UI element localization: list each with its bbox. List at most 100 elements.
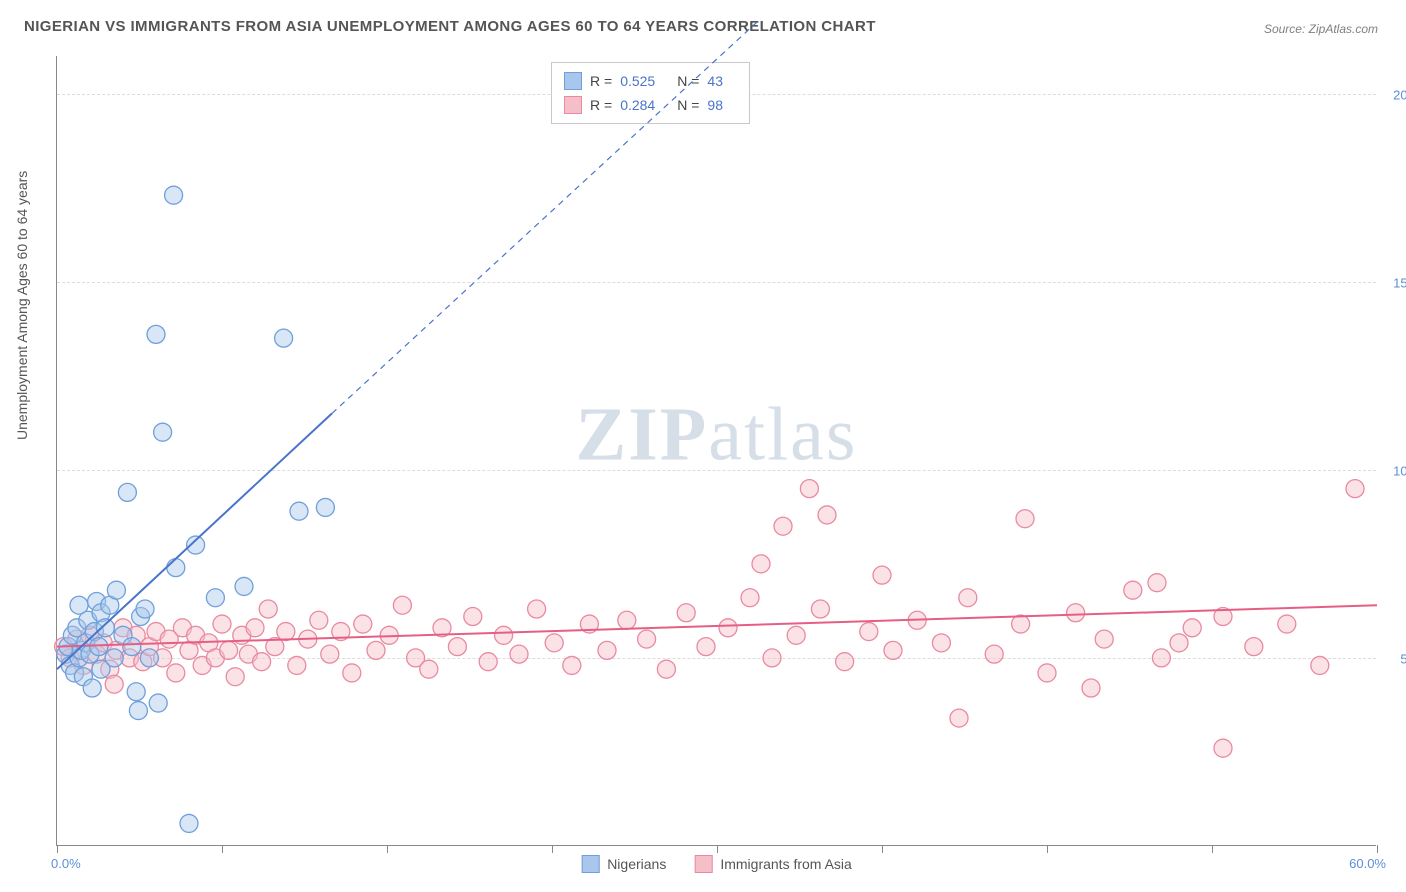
- data-point: [800, 480, 818, 498]
- data-point: [167, 664, 185, 682]
- data-point: [545, 634, 563, 652]
- data-point: [657, 660, 675, 678]
- data-point: [275, 329, 293, 347]
- data-point: [277, 623, 295, 641]
- data-point: [638, 630, 656, 648]
- legend-label-nigerians: Nigerians: [607, 856, 666, 872]
- data-point: [763, 649, 781, 667]
- data-point: [420, 660, 438, 678]
- data-point: [253, 653, 271, 671]
- data-point: [288, 656, 306, 674]
- data-point: [310, 611, 328, 629]
- data-point: [479, 653, 497, 671]
- data-point: [950, 709, 968, 727]
- data-point: [165, 186, 183, 204]
- data-point: [448, 638, 466, 656]
- y-tick-label: 10.0%: [1393, 463, 1406, 478]
- data-point: [107, 581, 125, 599]
- data-point: [1152, 649, 1170, 667]
- data-point: [220, 641, 238, 659]
- source-label: Source: ZipAtlas.com: [1264, 22, 1378, 36]
- data-point: [129, 702, 147, 720]
- legend: Nigerians Immigrants from Asia: [581, 855, 852, 873]
- data-point: [105, 675, 123, 693]
- data-point: [246, 619, 264, 637]
- data-point: [787, 626, 805, 644]
- data-point: [884, 641, 902, 659]
- data-point: [1082, 679, 1100, 697]
- data-point: [213, 615, 231, 633]
- data-point: [354, 615, 372, 633]
- data-point: [180, 814, 198, 832]
- data-point: [259, 600, 277, 618]
- data-point: [618, 611, 636, 629]
- data-point: [1038, 664, 1056, 682]
- data-point: [836, 653, 854, 671]
- data-point: [563, 656, 581, 674]
- data-point: [83, 679, 101, 697]
- data-point: [1170, 634, 1188, 652]
- data-point: [226, 668, 244, 686]
- y-tick-label: 15.0%: [1393, 275, 1406, 290]
- y-tick-label: 5.0%: [1400, 651, 1406, 666]
- y-tick-label: 20.0%: [1393, 87, 1406, 102]
- data-point: [154, 423, 172, 441]
- data-point: [140, 649, 158, 667]
- data-point: [105, 649, 123, 667]
- data-point: [528, 600, 546, 618]
- data-point: [1012, 615, 1030, 633]
- trend-line-nigerians-dash: [332, 18, 761, 413]
- data-point: [167, 559, 185, 577]
- data-point: [149, 694, 167, 712]
- data-point: [1183, 619, 1201, 637]
- data-point: [136, 600, 154, 618]
- y-axis-label: Unemployment Among Ages 60 to 64 years: [14, 171, 30, 440]
- data-point: [393, 596, 411, 614]
- data-point: [860, 623, 878, 641]
- data-point: [147, 325, 165, 343]
- data-point: [1124, 581, 1142, 599]
- data-point: [985, 645, 1003, 663]
- legend-swatch-asia: [694, 855, 712, 873]
- data-point: [464, 608, 482, 626]
- data-point: [697, 638, 715, 656]
- x-axis-min-label: 0.0%: [51, 856, 81, 871]
- data-point: [118, 483, 136, 501]
- data-point: [127, 683, 145, 701]
- data-point: [495, 626, 513, 644]
- data-point: [1278, 615, 1296, 633]
- data-point: [1095, 630, 1113, 648]
- plot-area: ZIPatlas 5.0%10.0%15.0%20.0% 0.0% 60.0% …: [56, 56, 1376, 846]
- data-point: [677, 604, 695, 622]
- data-point: [321, 645, 339, 663]
- data-point: [206, 589, 224, 607]
- data-point: [90, 638, 108, 656]
- data-point: [932, 634, 950, 652]
- data-point: [1067, 604, 1085, 622]
- legend-swatch-nigerians: [581, 855, 599, 873]
- data-point: [510, 645, 528, 663]
- legend-item-nigerians: Nigerians: [581, 855, 666, 873]
- data-point: [741, 589, 759, 607]
- data-point: [873, 566, 891, 584]
- data-point: [343, 664, 361, 682]
- data-point: [598, 641, 616, 659]
- legend-item-asia: Immigrants from Asia: [694, 855, 851, 873]
- data-point: [959, 589, 977, 607]
- data-point: [235, 577, 253, 595]
- legend-label-asia: Immigrants from Asia: [720, 856, 851, 872]
- data-point: [1311, 656, 1329, 674]
- data-point: [1148, 574, 1166, 592]
- data-point: [367, 641, 385, 659]
- chart-svg: [57, 56, 1376, 845]
- data-point: [719, 619, 737, 637]
- chart-title: NIGERIAN VS IMMIGRANTS FROM ASIA UNEMPLO…: [24, 18, 876, 35]
- data-point: [1016, 510, 1034, 528]
- data-point: [96, 619, 114, 637]
- data-point: [290, 502, 308, 520]
- data-point: [123, 638, 141, 656]
- data-point: [1245, 638, 1263, 656]
- data-point: [1346, 480, 1364, 498]
- x-axis-max-label: 60.0%: [1349, 856, 1386, 871]
- data-point: [818, 506, 836, 524]
